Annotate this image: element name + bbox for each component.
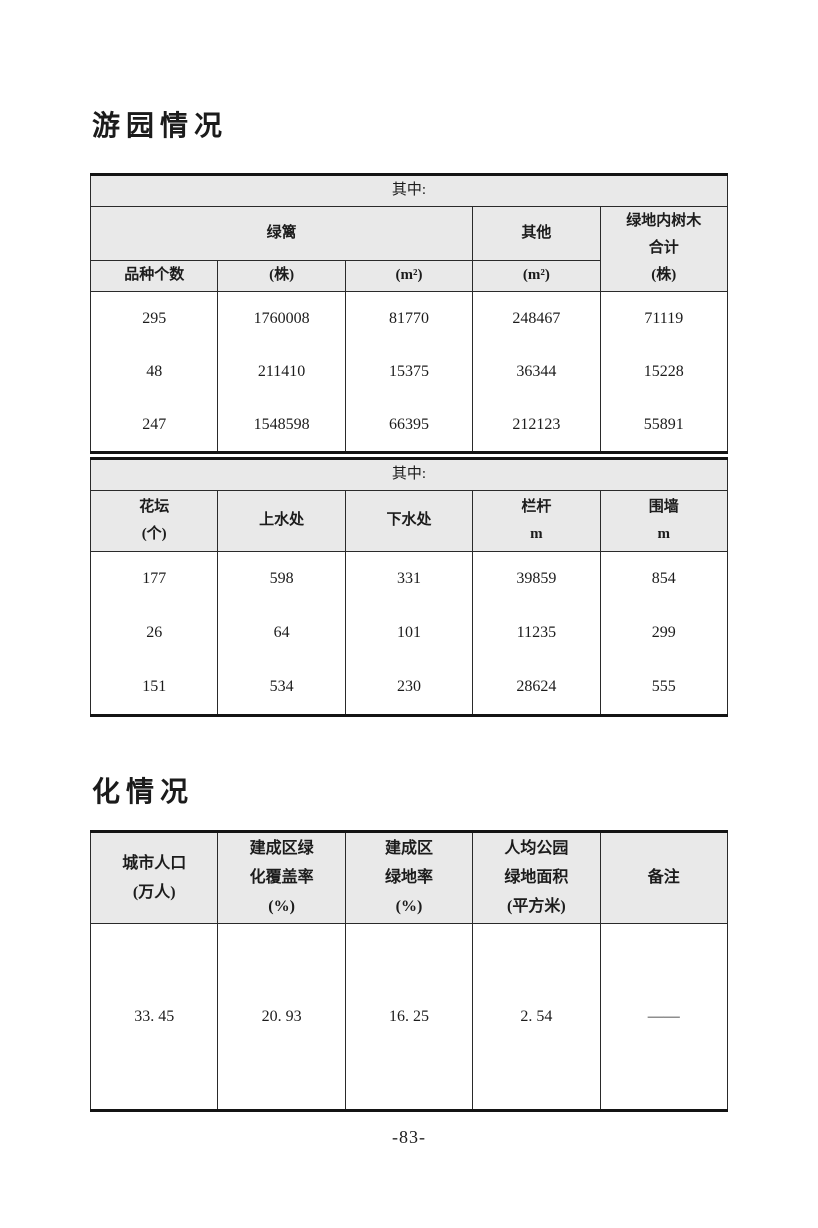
data-cell: 247 [89,397,219,453]
data-cell: 211410 [217,344,346,398]
data-cell: 101 [344,605,474,660]
data-cell: 230 [344,659,474,716]
table-row: 绿篱 其他 绿地内树木 合计 (株) [89,206,729,292]
column-group-hedge: 绿篱 [89,206,474,261]
data-cell: 36344 [472,344,601,398]
data-cell: 177 [89,551,219,606]
column-header-trees-total: 绿地内树木 合计 (株) [599,206,729,292]
column-header-park-green-per-capita: 人均公园 绿地面积 (平方米) [472,831,601,924]
unit-header: (株) [217,260,346,292]
data-cell: 248467 [472,291,601,345]
section-title-park: 游园情况 [92,111,229,142]
table-row: 48 211410 15375 36344 15228 [89,344,729,398]
column-header-urban-population: 城市人口 (万人) [89,831,219,924]
table-row: 其中: [90,458,728,491]
table-row: 177 598 331 39859 854 [89,551,729,606]
data-cell: 151 [89,659,219,716]
among-which-header: 其中: [90,458,728,491]
among-which-header: 其中: [90,174,728,207]
data-cell: 71119 [599,291,729,345]
data-cell: 331 [344,551,474,606]
data-cell: 854 [599,551,729,606]
data-cell: 534 [217,659,346,716]
data-cell: 299 [599,605,729,660]
data-cell: 11235 [472,605,601,660]
park-table: 其中: 绿篱 其他 绿地内树木 合计 (株) 品种个数 (株) (m²) (m²… [89,172,729,454]
table-row: 151 534 230 28624 555 [89,659,729,716]
unit-header: (m²) [344,260,474,292]
column-header-railing: 栏杆 m [472,490,601,552]
column-header-flowerbed: 花坛 (个) [89,490,219,552]
data-cell: 33. 45 [89,923,219,1111]
greening-table: 城市人口 (万人) 建成区绿 化覆盖率 (%) 建成区 绿地率 (%) 人均公园… [89,829,729,1112]
column-header-green-coverage-rate: 建成区绿 化覆盖率 (%) [217,831,346,924]
data-cell: 1548598 [217,397,346,453]
data-cell: 15228 [599,344,729,398]
data-cell: —— [599,923,729,1111]
data-cell: 598 [217,551,346,606]
table-row: 295 1760008 81770 248467 71119 [89,291,729,345]
data-cell: 16. 25 [344,923,474,1111]
data-cell: 66395 [344,397,474,453]
table-row: 其中: [90,174,728,207]
data-cell: 1760008 [217,291,346,345]
data-cell: 295 [89,291,219,345]
data-cell: 212123 [472,397,601,453]
data-cell: 26 [89,605,219,660]
section-title-greening: 化情况 [92,776,195,808]
data-cell: 81770 [344,291,474,345]
data-cell: 2. 54 [472,923,601,1111]
unit-header: (m²) [472,260,601,292]
table-row: 城市人口 (万人) 建成区绿 化覆盖率 (%) 建成区 绿地率 (%) 人均公园… [89,831,729,924]
column-header-green-space-rate: 建成区 绿地率 (%) [344,831,474,924]
data-cell: 28624 [472,659,601,716]
table-row: 花坛 (个) 上水处 下水处 栏杆 m 围墙 m [89,490,729,552]
column-header-drainage: 下水处 [344,490,474,552]
column-group-other: 其他 [472,206,601,261]
column-header-wall: 围墙 m [599,490,729,552]
page-number: -83- [392,1126,426,1147]
unit-header: 品种个数 [89,260,219,292]
column-header-water-supply: 上水处 [217,490,346,552]
data-cell: 555 [599,659,729,716]
table-row: 33. 45 20. 93 16. 25 2. 54 —— [89,923,729,1111]
data-cell: 48 [89,344,219,398]
column-header-remarks: 备注 [599,831,729,924]
table-row: 26 64 101 11235 299 [89,605,729,660]
data-cell: 64 [217,605,346,660]
park-facilities-table: 其中: 花坛 (个) 上水处 下水处 栏杆 m 围墙 m 177 598 331… [89,456,729,717]
data-cell: 55891 [599,397,729,453]
data-cell: 15375 [344,344,474,398]
table-row: 247 1548598 66395 212123 55891 [89,397,729,453]
data-cell: 39859 [472,551,601,606]
data-cell: 20. 93 [217,923,346,1111]
table-row: 品种个数 (株) (m²) (m²) [89,260,728,292]
